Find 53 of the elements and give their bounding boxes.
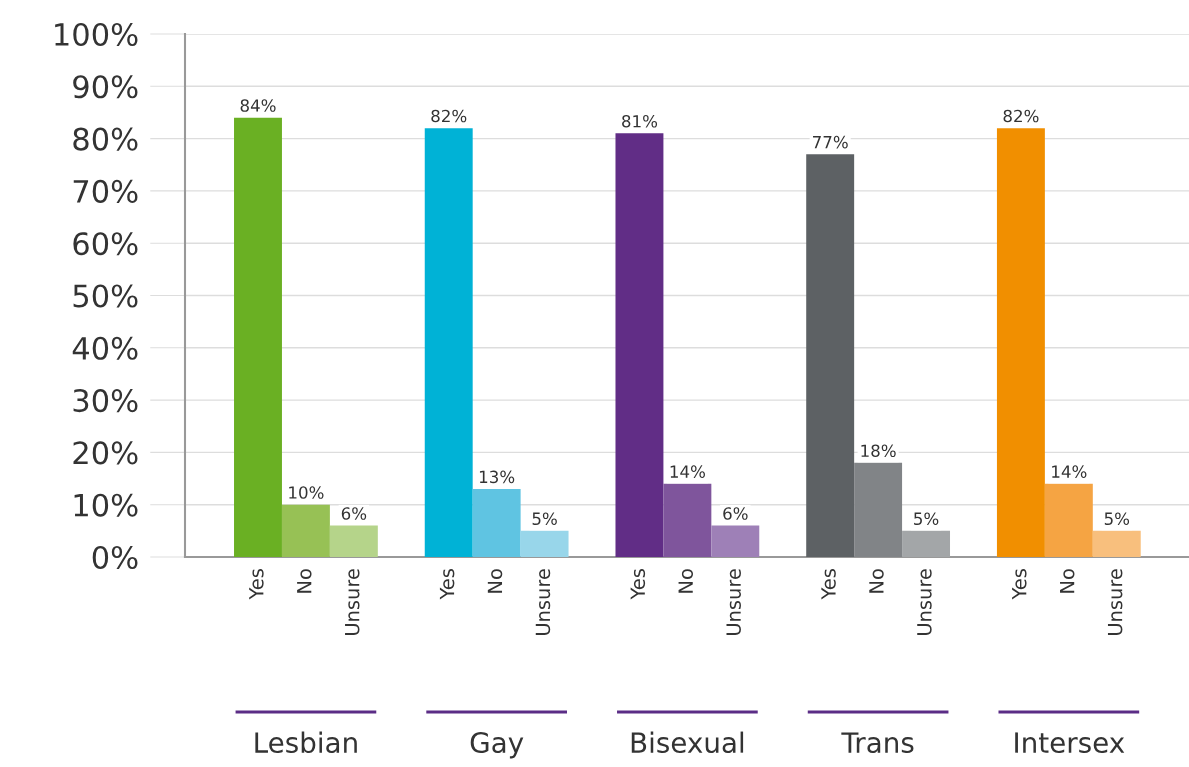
- text: No: [869, 569, 884, 593]
- data-label: 10%: [289, 486, 324, 499]
- text: Yes: [1012, 569, 1027, 600]
- y-tick-label: 30%: [73, 389, 138, 413]
- bar: [520, 530, 569, 557]
- data-label: 18%: [861, 444, 896, 458]
- data-label: 14%: [670, 465, 705, 478]
- y-tick-label: 70%: [73, 179, 138, 203]
- text: Unsure: [535, 569, 551, 635]
- bar: [1092, 530, 1141, 557]
- text: Unsure: [1107, 569, 1123, 635]
- data-label: 5%: [914, 512, 939, 526]
- y-tick-label: 10%: [74, 493, 138, 517]
- x-tick-label: Lesbian: [255, 731, 357, 754]
- text: Unsure: [726, 569, 741, 635]
- y-tick-label: 80%: [73, 127, 138, 151]
- data-label: 14%: [1052, 465, 1087, 478]
- bar: [663, 483, 712, 557]
- bar: [711, 525, 760, 557]
- x-tick-label: Bisexual: [631, 731, 744, 754]
- text: Unsure: [345, 569, 360, 635]
- x-tick-label: Trans: [841, 732, 914, 754]
- bar: [1044, 483, 1093, 557]
- text: Yes: [821, 569, 836, 600]
- data-label: 77%: [813, 135, 848, 149]
- data-label: 5%: [532, 512, 557, 526]
- data-label: 81%: [622, 114, 658, 128]
- data-label: 5%: [1104, 512, 1130, 526]
- data-label: 6%: [341, 507, 367, 520]
- data-label: 6%: [723, 507, 748, 520]
- y-tick-label: 40%: [72, 336, 138, 360]
- data-label: 82%: [431, 109, 467, 123]
- y-tick-label: 0%: [92, 545, 138, 570]
- y-tick-label: 100%: [55, 22, 138, 47]
- text: No: [1060, 569, 1075, 593]
- data-label: 13%: [479, 470, 515, 484]
- text: Yes: [630, 569, 646, 600]
- y-tick-label: 90%: [73, 75, 138, 99]
- data-label: 82%: [1003, 109, 1039, 123]
- x-tick-label: Intersex: [1015, 732, 1125, 754]
- y-tick-label: 60%: [73, 232, 138, 256]
- text: No: [487, 569, 503, 593]
- bar: [806, 154, 855, 557]
- y-tick-label: 20%: [73, 441, 138, 465]
- text: No: [297, 569, 312, 593]
- y-tick-label: 50%: [73, 284, 138, 308]
- text: No: [678, 569, 694, 593]
- x-tick-label: Gay: [470, 732, 524, 759]
- text: Yes: [439, 569, 455, 600]
- bar: [329, 525, 378, 557]
- data-label: 84%: [240, 99, 276, 112]
- text: Yes: [249, 569, 264, 600]
- text: Unsure: [917, 569, 932, 635]
